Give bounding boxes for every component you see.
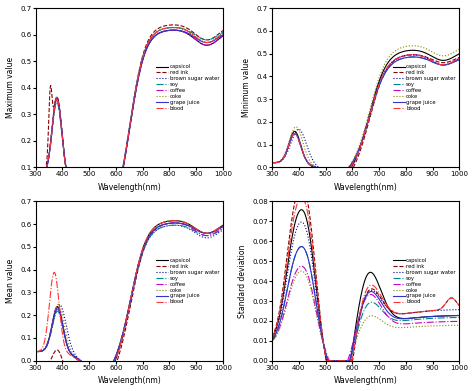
X-axis label: Wavelength(nm): Wavelength(nm) [97,377,161,386]
Y-axis label: Minimum value: Minimum value [242,58,251,117]
Legend: capsicol, red ink, brown sugar water, soy, coffee, coke, grape juice, blood: capsicol, red ink, brown sugar water, so… [155,257,220,305]
Y-axis label: Maximum value: Maximum value [6,57,15,118]
Y-axis label: Standard deviation: Standard deviation [237,244,246,318]
Y-axis label: Mean value: Mean value [6,259,15,303]
X-axis label: Wavelength(nm): Wavelength(nm) [97,183,161,192]
X-axis label: Wavelength(nm): Wavelength(nm) [334,183,398,192]
Legend: capsicol, red ink, brown sugar water, soy, coffee, coke, grape juice, blood: capsicol, red ink, brown sugar water, so… [155,63,220,112]
Legend: capsicol, red ink, brown sugar water, soy, coffee, coke, grape juice, blood: capsicol, red ink, brown sugar water, so… [392,63,457,112]
Legend: capsicol, red ink, brown sugar water, soy, coffee, coke, grape juice, blood: capsicol, red ink, brown sugar water, so… [392,257,457,305]
X-axis label: Wavelength(nm): Wavelength(nm) [334,377,398,386]
